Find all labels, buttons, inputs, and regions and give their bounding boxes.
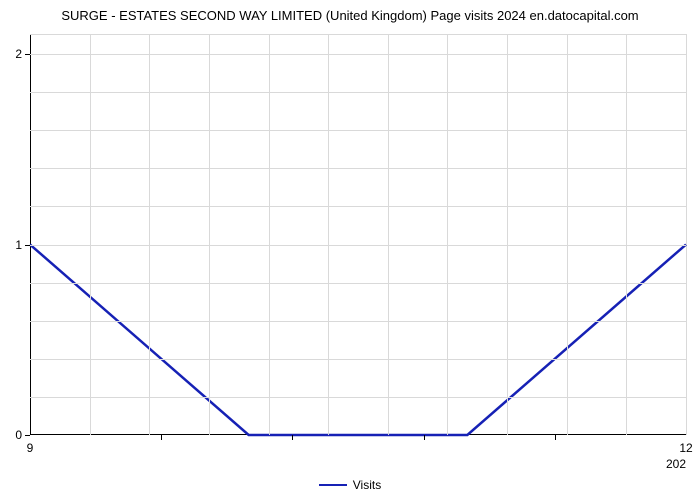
x-tick-sublabel-right: 202 bbox=[666, 435, 686, 471]
visits-chart: SURGE - ESTATES SECOND WAY LIMITED (Unit… bbox=[0, 0, 700, 500]
grid-line-h-minor bbox=[30, 283, 686, 284]
grid-line-v bbox=[388, 35, 389, 435]
grid-line-h-minor bbox=[30, 130, 686, 131]
series-line-layer bbox=[30, 35, 686, 435]
grid-line-h-minor bbox=[30, 359, 686, 360]
grid-line-h bbox=[30, 245, 686, 246]
grid-line-v bbox=[447, 35, 448, 435]
grid-line-h-minor bbox=[30, 397, 686, 398]
grid-line-h-minor bbox=[30, 206, 686, 207]
visits-series-line bbox=[30, 245, 686, 435]
x-tick-mark bbox=[161, 435, 162, 440]
grid-line-v bbox=[567, 35, 568, 435]
grid-line-v bbox=[328, 35, 329, 435]
legend: Visits bbox=[0, 478, 700, 492]
x-tick-label-left: 9 bbox=[27, 435, 34, 455]
grid-line-h-minor bbox=[30, 92, 686, 93]
grid-line-v bbox=[209, 35, 210, 435]
x-tick-mark bbox=[555, 435, 556, 440]
grid-line-h bbox=[30, 54, 686, 55]
legend-swatch bbox=[319, 484, 347, 486]
grid-line-v bbox=[626, 35, 627, 435]
plot-area: 012912202 bbox=[30, 34, 687, 435]
x-tick-mark bbox=[292, 435, 293, 440]
grid-line-v bbox=[90, 35, 91, 435]
grid-line-v bbox=[507, 35, 508, 435]
grid-line-h-minor bbox=[30, 168, 686, 169]
legend-label: Visits bbox=[353, 478, 381, 492]
grid-line-h-minor bbox=[30, 321, 686, 322]
grid-line-v bbox=[149, 35, 150, 435]
grid-line-v bbox=[269, 35, 270, 435]
x-tick-mark bbox=[424, 435, 425, 440]
chart-title: SURGE - ESTATES SECOND WAY LIMITED (Unit… bbox=[0, 8, 700, 23]
